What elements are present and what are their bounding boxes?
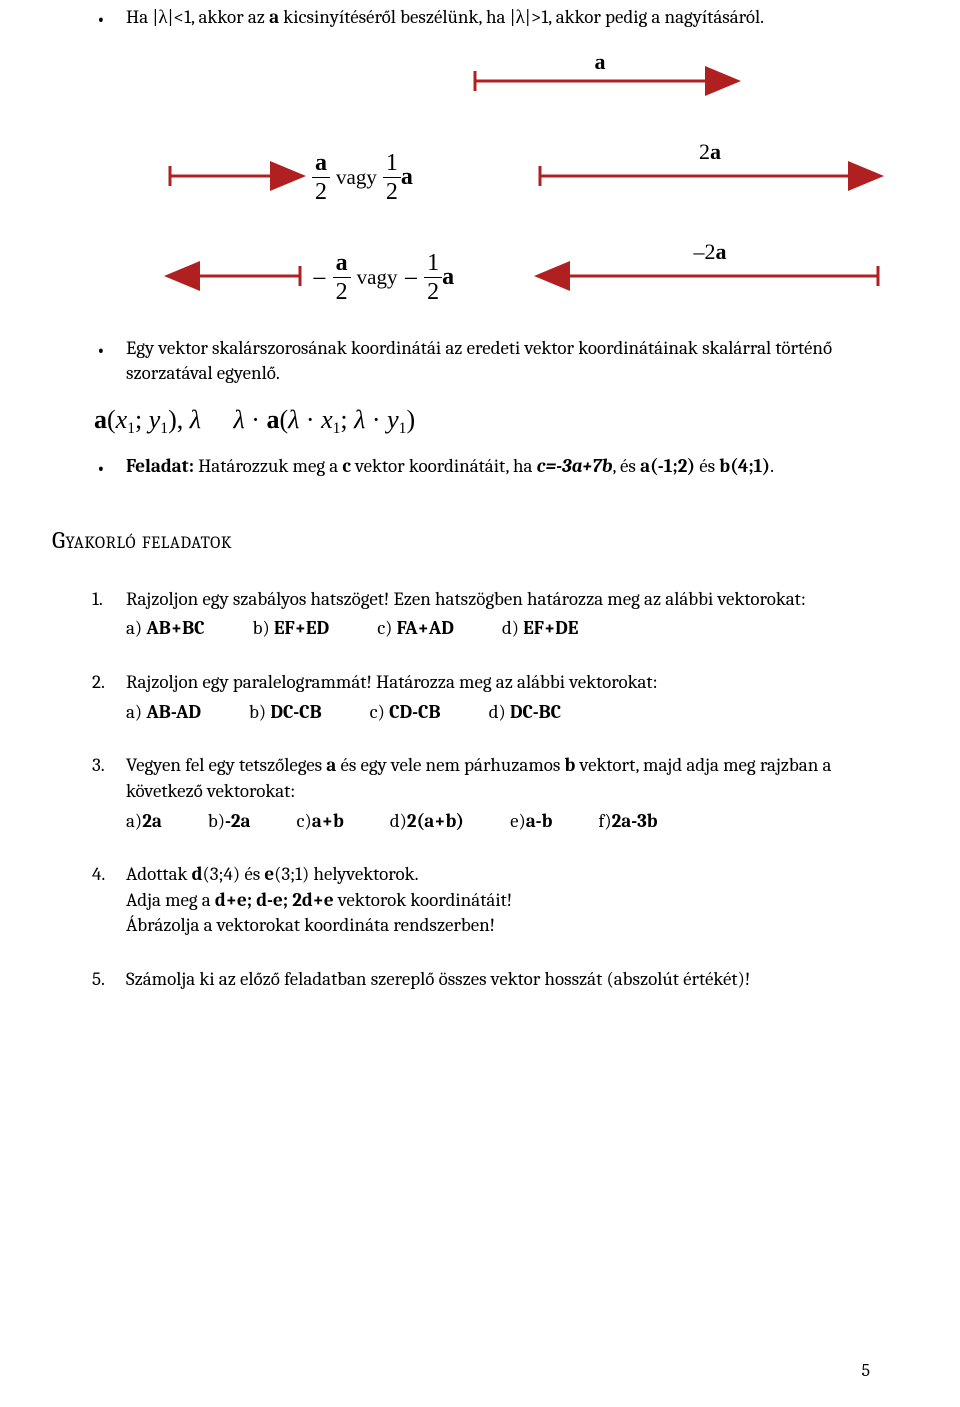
ex3-d: d)2(a+b) — [390, 809, 464, 835]
text: Ha |λ|<1, akkor az — [126, 6, 269, 28]
ex3-c: c)a+b — [296, 809, 343, 835]
ex3-a: a)2a — [126, 809, 162, 835]
b-coord: b(4;1) — [719, 455, 770, 477]
bullet-list-top: Ha |λ|<1, akkor az a kicsinyítéséről bes… — [90, 5, 870, 31]
ex2-d: d) DC-BC — [489, 700, 562, 726]
feladat-label: Feladat: — [126, 455, 194, 477]
exercise-list: Rajzoljon egy szabályos hatszöget! Ezen … — [90, 587, 870, 993]
ex5-text: Számolja ki az előző feladatban szereplő… — [126, 968, 750, 990]
bullet-scale-rule: Ha |λ|<1, akkor az a kicsinyítéséről bes… — [90, 5, 870, 31]
ex1-b: b) EF+ED — [253, 616, 330, 642]
ex3-text: Vegyen fel egy tetszőleges a és egy vele… — [126, 754, 831, 802]
ex3-b: b)-2a — [208, 809, 251, 835]
ex4-l1: Adottak d(3;4) és e(3;1) helyvektorok. — [126, 863, 419, 885]
page: Ha |λ|<1, akkor az a kicsinyítéséről bes… — [0, 0, 960, 1407]
ex2-text: Rajzoljon egy paralelogrammát! Határozza… — [126, 671, 658, 693]
a-coord: a(-1;2) — [640, 455, 695, 477]
exercise-4: Adottak d(3;4) és e(3;1) helyvektorok. A… — [90, 862, 870, 939]
ex4-l3: Ábrázolja a vektorokat koordináta rendsz… — [126, 914, 495, 936]
label-2a: 2a — [699, 139, 721, 164]
coord-formula: a(x1; y1), λ λ · a(λ · x1; λ · y1) — [94, 402, 870, 439]
label-neg-2a: –2a — [693, 239, 727, 264]
bullet-feladat: Feladat: Határozzuk meg a c vektor koord… — [90, 454, 870, 480]
ex3-e: e)a-b — [510, 809, 552, 835]
text: . — [770, 455, 774, 477]
ex2-c: c) CD-CB — [370, 700, 441, 726]
ex1-d: d) EF+DE — [502, 616, 579, 642]
exercise-5: Számolja ki az előző feladatban szereplő… — [90, 967, 870, 993]
vector-diagram: a 2a –2a a2 vagy 12a — [130, 51, 870, 311]
ex4-l2: Adja meg a d+e; d-e; 2d+e vektorok koord… — [126, 889, 512, 911]
bullet-coord-rule: Egy vektor skalárszorosának koordinátái … — [90, 336, 870, 387]
ex2-b: b) DC-CB — [249, 700, 322, 726]
bullet-list-2: Egy vektor skalárszorosának koordinátái … — [90, 336, 870, 387]
diagram-svg: a 2a –2a — [130, 51, 890, 311]
label-neg-half-a: − a2 vagy − 12a — [312, 249, 454, 308]
label-half-a: a2 vagy 12a — [312, 149, 413, 208]
text: , és — [613, 455, 641, 477]
ex2-a: a) AB-AD — [126, 700, 201, 726]
text: kicsinyítéséről beszélünk, ha |λ|>1, akk… — [279, 6, 764, 28]
text: és — [695, 455, 719, 477]
ex3-options: a)2a b)-2a c)a+b d)2(a+b) e)a-b f)2a-3b — [126, 809, 870, 835]
page-number: 5 — [861, 1359, 870, 1383]
section-title: Gyakorló feladatok — [52, 524, 870, 556]
var-a: a — [269, 6, 279, 28]
var-c: c — [342, 455, 351, 477]
text: Egy vektor skalárszorosának koordinátái … — [126, 337, 832, 385]
exercise-2: Rajzoljon egy paralelogrammát! Határozza… — [90, 670, 870, 725]
text: vektor koordinátáit, ha — [351, 455, 537, 477]
ex1-c: c) FA+AD — [377, 616, 454, 642]
ex1-a: a) AB+BC — [126, 616, 205, 642]
ex2-options: a) AB-AD b) DC-CB c) CD-CB d) DC-BC — [126, 700, 870, 726]
text: Határozzuk meg a — [194, 455, 342, 477]
ex1-options: a) AB+BC b) EF+ED c) FA+AD d) EF+DE — [126, 616, 870, 642]
label-a: a — [595, 51, 606, 74]
ex1-text: Rajzoljon egy szabályos hatszöget! Ezen … — [126, 588, 806, 610]
eq-c: c=-3a+7b — [537, 455, 613, 477]
ex3-f: f)2a-3b — [598, 809, 657, 835]
exercise-1: Rajzoljon egy szabályos hatszöget! Ezen … — [90, 587, 870, 642]
exercise-3: Vegyen fel egy tetszőleges a és egy vele… — [90, 753, 870, 834]
bullet-list-3: Feladat: Határozzuk meg a c vektor koord… — [90, 454, 870, 480]
